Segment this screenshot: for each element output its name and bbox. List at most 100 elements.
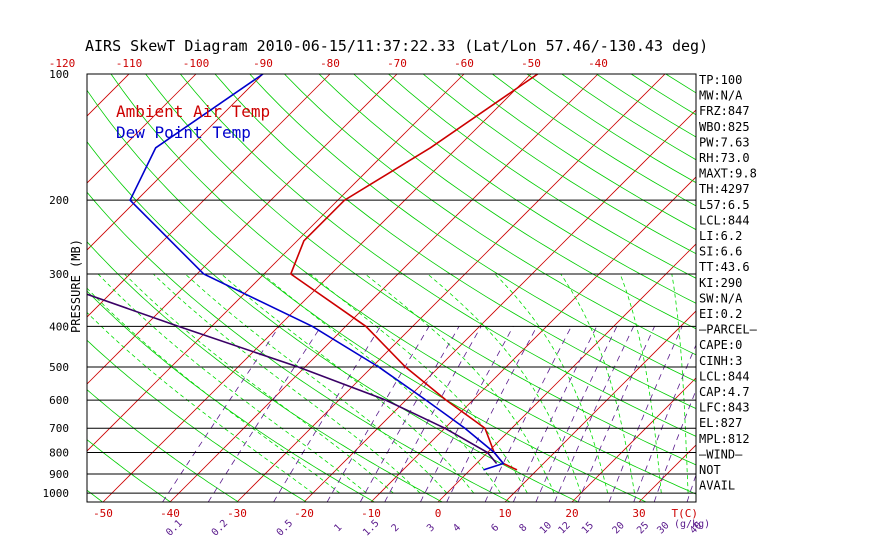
dry-adiabat-line <box>87 241 443 502</box>
moist-adiabat-line <box>671 273 689 494</box>
legend: Ambient Air Temp Dew Point Temp <box>116 102 270 142</box>
moist-adiabat-line <box>153 273 421 494</box>
index-item: LI:6.2 <box>699 229 742 243</box>
isotherm-line <box>0 74 62 502</box>
index-item: —PARCEL— <box>699 323 758 337</box>
isotherm-line <box>87 74 331 318</box>
mixing-ratio-label: 20 <box>611 520 627 536</box>
mixing-ratio-label: 8 <box>518 522 530 534</box>
isotherm-line <box>236 74 666 502</box>
top-temp-tick-label: -50 <box>521 57 541 70</box>
mixing-ratio-line <box>359 326 460 502</box>
index-item: FRZ:847 <box>699 104 750 118</box>
isotherm-line <box>303 109 696 502</box>
mixing-ratio-label: 1.5 <box>361 518 382 539</box>
index-item: TP:100 <box>699 73 742 87</box>
mixing-ratio-line <box>577 326 655 502</box>
pressure-tick-label: 100 <box>49 68 69 81</box>
mixing-ratio-line <box>207 326 322 502</box>
moist-adiabat-line <box>494 273 609 494</box>
temp-tick-label: 30 <box>632 507 645 520</box>
mixing-ratio-line <box>608 326 683 502</box>
mixing-ratio-label: 25 <box>635 520 651 536</box>
dry-adiabat-line <box>87 389 239 502</box>
mixing-ratio-line <box>420 326 514 502</box>
index-item: CINH:3 <box>699 354 742 368</box>
temperature-curve <box>289 74 539 471</box>
top-temp-tick-label: -40 <box>588 57 608 70</box>
index-item: RH:73.0 <box>699 151 750 165</box>
index-item: MPL:812 <box>699 432 750 446</box>
moist-adiabat-line <box>619 273 662 494</box>
index-item: TT:43.6 <box>699 260 750 274</box>
dry-adiabat-line <box>318 74 696 330</box>
isotherm-line <box>840 74 870 502</box>
mixing-ratio-label: 6 <box>489 522 501 534</box>
mixing-ratio-line <box>273 326 381 502</box>
dry-adiabat-line <box>87 89 647 502</box>
index-item: L57:6.5 <box>699 198 750 212</box>
temp-tick-label: -50 <box>93 507 113 520</box>
dry-adiabat-line <box>249 74 696 382</box>
mixing-ratio-line <box>326 326 430 502</box>
y-axis-label: PRESSURE (MB) <box>69 239 83 333</box>
mixing-ratio-label: 10 <box>538 520 554 536</box>
mixing-ratio-label: 0.5 <box>275 518 296 539</box>
index-item: EL:827 <box>699 416 742 430</box>
index-item: MW:N/A <box>699 89 743 103</box>
dry-adiabat-line <box>87 339 307 502</box>
mixing-ratio-line <box>653 389 696 502</box>
isotherm-line <box>773 74 870 502</box>
mixing-ratio-line <box>446 326 538 502</box>
plot-frame <box>86 73 697 503</box>
top-temp-tick-label: -110 <box>116 57 143 70</box>
isotherm-line <box>102 74 532 502</box>
index-item: SW:N/A <box>699 291 743 305</box>
mixing-ratio-label: 4 <box>451 522 463 534</box>
dry-adiabat-line <box>422 74 696 255</box>
legend-dewpoint: Dew Point Temp <box>116 123 251 142</box>
temp-tick-label: -30 <box>227 507 247 520</box>
pressure-tick-label: 700 <box>49 422 69 435</box>
index-item: CAP:4.7 <box>699 385 750 399</box>
index-item: PW:7.63 <box>699 135 750 149</box>
pressure-tick-label: 900 <box>49 468 69 481</box>
grid-layer <box>0 74 870 502</box>
moist-adiabat-line <box>364 273 555 494</box>
moist-adiabat-line <box>427 273 582 494</box>
isotherm-line <box>87 74 398 385</box>
dry-adiabat-line <box>457 74 696 231</box>
mixing-ratio-line <box>484 326 572 502</box>
dry-adiabat-line <box>388 74 696 279</box>
isotherm-line <box>169 74 599 502</box>
top-temp-tick-label: -80 <box>320 57 340 70</box>
mixing-ratio-label: 1 <box>332 522 344 534</box>
moist-adiabat-line <box>221 273 475 494</box>
mixing-ratio-line <box>554 326 635 502</box>
mixing-ratio-label: 0.2 <box>210 518 231 539</box>
dry-adiabat-line <box>0 74 35 502</box>
moist-adiabat-line <box>87 311 314 494</box>
mixing-ratio-label: 0.1 <box>164 518 185 539</box>
index-item: CAPE:0 <box>699 338 742 352</box>
mixing-ratio-line <box>162 326 280 502</box>
moist-adiabat-line <box>97 273 367 494</box>
dry-adiabat-line <box>492 74 696 207</box>
dry-adiabat-line <box>87 439 171 502</box>
dry-adiabat-line <box>353 74 696 304</box>
temp-tick-label: 20 <box>565 507 578 520</box>
pressure-tick-label: 1000 <box>43 487 70 500</box>
mixing-ratio-label: 3 <box>425 522 437 534</box>
chart-title: AIRS SkewT Diagram 2010-06-15/11:37:22.3… <box>85 37 708 55</box>
profile-curves <box>87 74 539 471</box>
mixing-ratio-label: 12 <box>556 520 572 536</box>
temp-tick-label: -20 <box>294 507 314 520</box>
dry-adiabat-line <box>145 74 696 466</box>
mixing-ratio-label: 2 <box>390 522 402 534</box>
temp-tick-label: 10 <box>498 507 511 520</box>
mixing-ratio-unit: (g/kg) <box>674 519 710 530</box>
dry-adiabat-line <box>110 74 696 495</box>
index-item: LFC:843 <box>699 401 750 415</box>
isotherm-line <box>504 310 696 502</box>
